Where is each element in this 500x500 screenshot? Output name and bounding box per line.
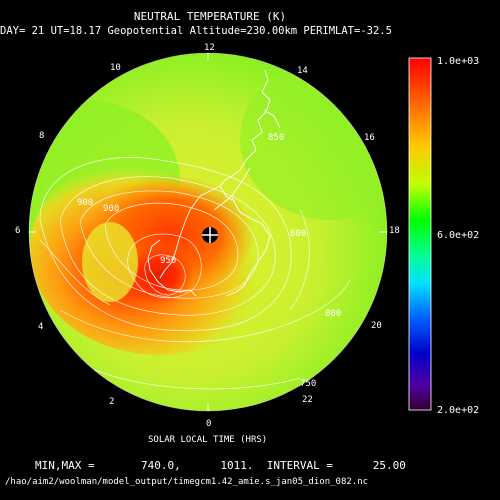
contour-label: 800	[290, 229, 306, 239]
colorbar-min-label: 2.0e+02	[437, 405, 480, 416]
plot-subtitle: DAY= 21 UT=18.17 Geopotential Altitude=2…	[0, 25, 392, 37]
stats-line: MIN,MAX = 740.0, 1011. INTERVAL = 25.00	[35, 459, 406, 472]
pole-marker	[202, 227, 218, 243]
colorbar-mid-label: 6.0e+02	[437, 230, 480, 241]
lt-label: 0	[206, 419, 212, 429]
lt-label: 8	[39, 131, 45, 141]
lt-label: 6	[15, 226, 21, 236]
plot-title: NEUTRAL TEMPERATURE (K)	[133, 10, 287, 23]
colorbar-max-label: 1.0e+03	[437, 56, 480, 67]
contour-label: 750	[300, 379, 316, 389]
lt-label: 18	[389, 226, 400, 236]
contour-label: 800	[325, 309, 341, 319]
lt-label: 10	[110, 63, 121, 73]
lt-label: 12	[204, 43, 215, 53]
lt-label: 2	[109, 397, 115, 407]
lt-label: 4	[38, 322, 44, 332]
contour-label: 900	[77, 198, 93, 208]
contour-label: 850	[268, 133, 284, 143]
file-path: /hao/aim2/woolman/model_output/timegcm1.…	[5, 477, 369, 487]
contour-label: 950	[160, 256, 176, 266]
contour-label: 900	[103, 204, 119, 214]
lt-label: 20	[371, 321, 382, 331]
lt-label: 22	[302, 395, 313, 405]
lt-label: 14	[297, 66, 308, 76]
lt-label: 16	[364, 133, 375, 143]
colorbar	[408, 57, 432, 411]
xaxis-label: SOLAR LOCAL TIME (HRS)	[148, 435, 268, 445]
